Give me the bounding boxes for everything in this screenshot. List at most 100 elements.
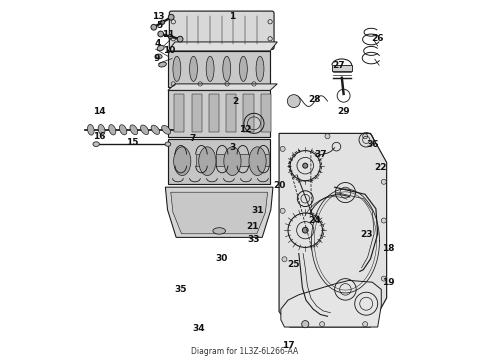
Text: 20: 20: [273, 181, 285, 190]
Bar: [174, 94, 184, 132]
Circle shape: [319, 321, 324, 327]
Text: 11: 11: [162, 30, 174, 39]
Text: 30: 30: [216, 255, 228, 264]
Text: 15: 15: [126, 138, 138, 147]
Circle shape: [168, 35, 172, 39]
Circle shape: [381, 276, 386, 281]
Bar: [237, 154, 248, 166]
Ellipse shape: [98, 125, 105, 135]
Ellipse shape: [162, 125, 171, 134]
Circle shape: [282, 257, 287, 262]
Circle shape: [381, 218, 386, 223]
Text: 35: 35: [174, 285, 187, 294]
Circle shape: [303, 163, 308, 168]
Bar: [209, 94, 219, 132]
Polygon shape: [279, 134, 387, 327]
Text: 19: 19: [382, 278, 395, 287]
Text: 22: 22: [374, 163, 387, 172]
Ellipse shape: [130, 125, 138, 135]
Circle shape: [280, 208, 285, 213]
Polygon shape: [281, 280, 381, 327]
Bar: [332, 65, 352, 71]
Text: 12: 12: [239, 125, 251, 134]
Text: 28: 28: [309, 95, 321, 104]
Text: 37: 37: [314, 150, 327, 159]
Bar: [168, 90, 270, 137]
Polygon shape: [168, 42, 277, 51]
Circle shape: [302, 227, 308, 233]
Text: 2: 2: [232, 96, 238, 105]
Ellipse shape: [224, 147, 241, 176]
Bar: [226, 94, 236, 132]
Text: 18: 18: [382, 244, 394, 253]
Circle shape: [363, 134, 368, 139]
Circle shape: [287, 95, 300, 108]
Bar: [261, 94, 271, 132]
Text: 1: 1: [229, 12, 236, 21]
Ellipse shape: [190, 56, 197, 81]
Ellipse shape: [249, 147, 266, 176]
Ellipse shape: [157, 45, 164, 51]
Ellipse shape: [206, 56, 214, 81]
Ellipse shape: [93, 142, 99, 147]
Text: 4: 4: [155, 39, 161, 48]
Text: 24: 24: [309, 216, 321, 225]
Ellipse shape: [213, 228, 225, 234]
Ellipse shape: [256, 56, 264, 81]
Bar: [175, 154, 187, 166]
Polygon shape: [166, 187, 273, 237]
Text: 31: 31: [251, 206, 264, 215]
FancyBboxPatch shape: [170, 11, 274, 49]
Ellipse shape: [165, 142, 171, 146]
Bar: [168, 139, 270, 184]
Circle shape: [158, 31, 164, 37]
Bar: [258, 154, 269, 166]
Circle shape: [381, 179, 386, 184]
Text: 33: 33: [248, 235, 260, 244]
Text: 3: 3: [229, 143, 236, 152]
Text: 26: 26: [371, 34, 384, 43]
Text: 9: 9: [154, 54, 160, 63]
Text: 34: 34: [192, 324, 205, 333]
Circle shape: [177, 36, 183, 42]
Text: 17: 17: [282, 341, 294, 350]
Ellipse shape: [173, 56, 181, 81]
Ellipse shape: [156, 54, 162, 58]
Circle shape: [325, 134, 330, 139]
Ellipse shape: [159, 62, 167, 67]
Text: 36: 36: [366, 140, 379, 149]
Polygon shape: [171, 192, 268, 234]
Text: 7: 7: [190, 134, 196, 143]
Circle shape: [151, 24, 157, 30]
Text: 25: 25: [287, 260, 300, 269]
Bar: [196, 154, 207, 166]
Text: 13: 13: [152, 12, 165, 21]
Text: 16: 16: [94, 132, 106, 141]
Circle shape: [302, 320, 309, 328]
Ellipse shape: [199, 147, 216, 176]
Ellipse shape: [120, 125, 127, 135]
Circle shape: [169, 14, 174, 20]
Bar: [217, 154, 228, 166]
Circle shape: [160, 20, 165, 24]
Text: 29: 29: [337, 107, 350, 116]
Text: 10: 10: [164, 46, 176, 55]
Ellipse shape: [223, 56, 231, 81]
Ellipse shape: [109, 125, 116, 135]
Polygon shape: [168, 84, 277, 90]
Ellipse shape: [240, 56, 247, 81]
Text: 27: 27: [332, 61, 344, 70]
Text: 21: 21: [246, 222, 258, 231]
Ellipse shape: [151, 125, 160, 134]
Ellipse shape: [173, 147, 191, 176]
Bar: [168, 51, 270, 87]
Text: 5: 5: [156, 21, 163, 30]
Text: Diagram for 1L3Z-6L266-AA: Diagram for 1L3Z-6L266-AA: [192, 347, 298, 356]
Circle shape: [280, 147, 285, 152]
Bar: [192, 94, 202, 132]
Ellipse shape: [88, 125, 94, 135]
Text: 23: 23: [361, 230, 373, 239]
Circle shape: [363, 321, 368, 327]
Bar: [244, 94, 253, 132]
Text: 14: 14: [94, 107, 106, 116]
